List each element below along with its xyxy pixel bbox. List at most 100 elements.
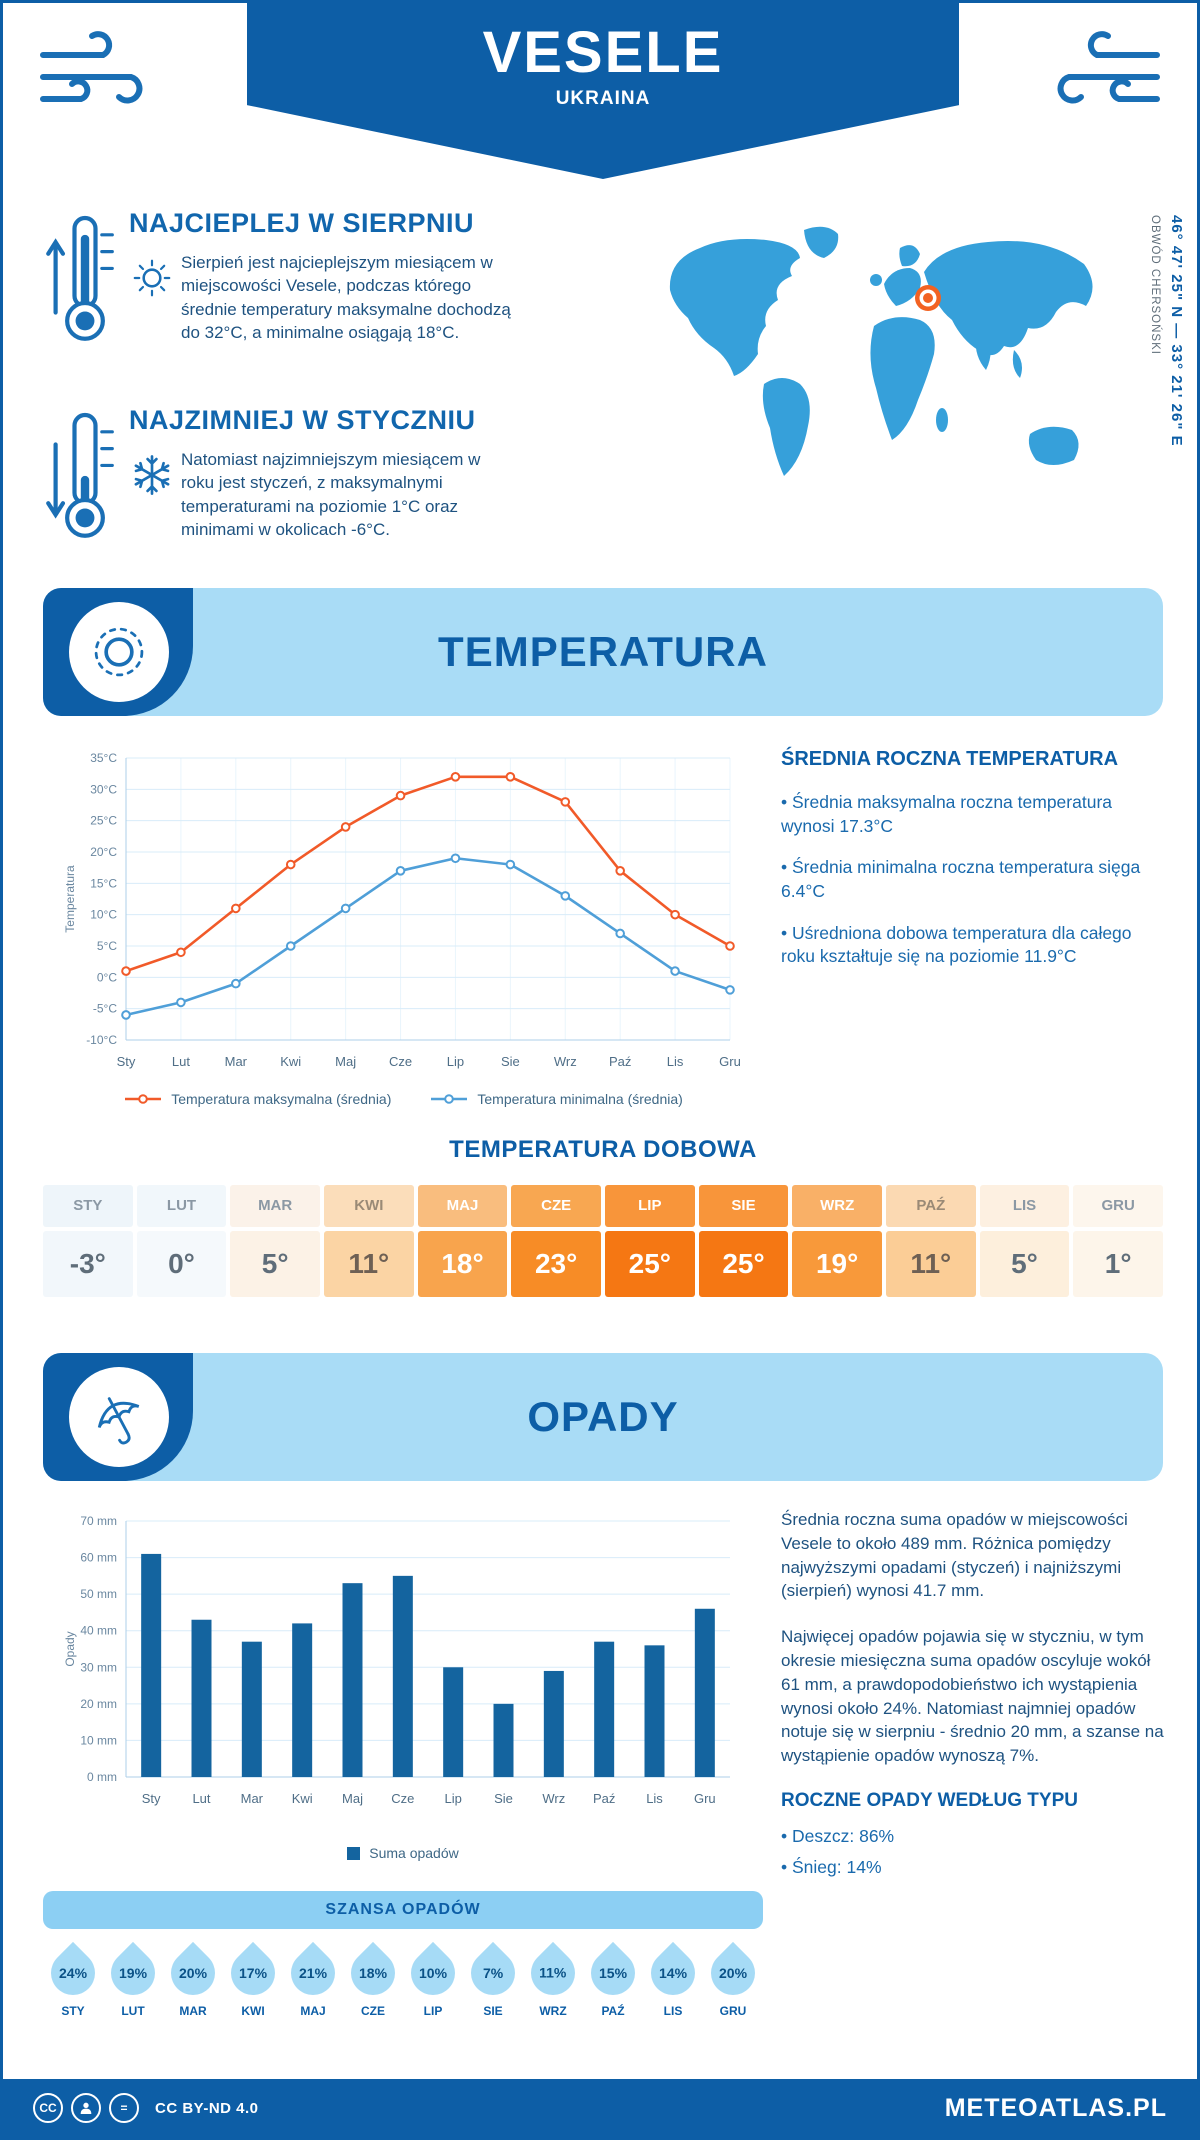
legend-label: Temperatura maksymalna (średnia) — [171, 1091, 392, 1107]
chance-month-label: LUT — [121, 2004, 145, 2018]
daily-temp-month-header: MAJ — [417, 1185, 508, 1227]
coldest-month-text: Natomiast najzimniejszym miesiącem w rok… — [181, 450, 481, 540]
daily-temp-value-cell: 11° — [323, 1231, 414, 1297]
svg-text:Wrz: Wrz — [554, 1054, 577, 1069]
daily-temp-value-cell: 5° — [230, 1231, 320, 1297]
precipitation-chance-item: 7% SIE — [461, 1941, 525, 2018]
warmest-month-block: NAJCIEPLEJ W SIERPNIU Sierpień jest najc… — [43, 208, 618, 358]
svg-text:-10°C: -10°C — [86, 1033, 117, 1047]
svg-text:-5°C: -5°C — [93, 1002, 117, 1016]
svg-text:5°C: 5°C — [97, 939, 117, 953]
svg-text:Lut: Lut — [172, 1054, 190, 1069]
svg-text:Opady: Opady — [63, 1631, 77, 1666]
svg-text:15°C: 15°C — [90, 876, 117, 890]
coordinates-text: 46° 47' 25" N — 33° 21' 26" E — [1168, 215, 1185, 447]
svg-text:20 mm: 20 mm — [80, 1697, 117, 1711]
svg-text:Maj: Maj — [335, 1054, 356, 1069]
coldest-month-block: NAJZIMNIEJ W STYCZNIU Natomiast najzimni… — [43, 405, 618, 555]
chance-percentage: 11% — [539, 1965, 567, 1981]
daily-temp-month-header: PAŹ — [885, 1185, 976, 1227]
precipitation-chance-item: 20% MAR — [161, 1941, 225, 2018]
thermometer-hot-icon — [43, 208, 129, 358]
svg-text:Cze: Cze — [391, 1791, 414, 1806]
svg-text:Lip: Lip — [444, 1791, 461, 1806]
daily-temperature-table: STY LUT MAR KWI MAJ CZE LIP SIE WRZ PAŹ LIS GRU -3° 0… — [43, 1185, 1163, 1297]
precipitation-type-block: ROCZNE OPADY WEDŁUG TYPU Deszcz: 86% Śnie… — [781, 1790, 1173, 1878]
temperature-section-banner: TEMPERATURA — [43, 588, 1163, 716]
legend-line-icon — [431, 1094, 468, 1104]
daily-temp-value-cell: 25° — [698, 1231, 789, 1297]
wind-icon — [31, 25, 166, 120]
legend-square-icon — [347, 1846, 361, 1860]
chance-percentage: 14% — [658, 1965, 688, 1981]
chance-percentage: 21% — [298, 1965, 328, 1981]
license-text: CC BY-ND 4.0 — [155, 2099, 259, 2117]
precipitation-text-panel: Średnia roczna suma opadów w miejscowośc… — [781, 1508, 1173, 1888]
cc-nd-icon: = — [109, 2093, 139, 2123]
daily-temp-value-cell: 19° — [792, 1231, 882, 1297]
precipitation-chance-item: 10% LIP — [401, 1941, 465, 2018]
svg-text:25°C: 25°C — [90, 814, 117, 828]
legend-item: Temperatura minimalna (średnia) — [429, 1091, 683, 1107]
annual-temperature-bullets: Średnia maksymalna roczna temperatura wy… — [781, 791, 1165, 969]
raindrop-icon: 20% — [161, 1941, 225, 2005]
chance-month-label: SIE — [483, 2004, 503, 2018]
svg-text:0 mm: 0 mm — [87, 1770, 117, 1784]
annual-temperature-bullet: Średnia maksymalna roczna temperatura wy… — [781, 791, 1165, 838]
wind-icon — [1034, 25, 1169, 120]
warmest-month-heading: NAJCIEPLEJ W SIERPNIU — [129, 208, 475, 238]
svg-text:Cze: Cze — [389, 1054, 412, 1069]
svg-text:Paź: Paź — [609, 1054, 631, 1069]
daily-temp-month-header: WRZ — [792, 1185, 882, 1227]
svg-text:Temperatura: Temperatura — [63, 865, 77, 933]
precipitation-chance-item: 19% LUT — [101, 1941, 165, 2018]
svg-text:40 mm: 40 mm — [80, 1624, 117, 1638]
precipitation-section-title: OPADY — [527, 1393, 679, 1440]
annual-temperature-bullet: Średnia minimalna roczna temperatura się… — [781, 856, 1165, 903]
raindrop-icon: 7% — [461, 1941, 525, 2005]
svg-text:Gru: Gru — [719, 1054, 741, 1069]
raindrop-icon: 18% — [341, 1941, 405, 2005]
raindrop-icon: 15% — [581, 1941, 645, 2005]
svg-text:Kwi: Kwi — [280, 1054, 301, 1069]
svg-text:Mar: Mar — [241, 1791, 264, 1806]
precipitation-type-bullets: Deszcz: 86% Śnieg: 14% — [781, 1826, 1173, 1878]
brand-text: METEOATLAS.PL — [944, 2093, 1167, 2122]
temperature-section-title: TEMPERATURA — [438, 628, 768, 675]
coldest-month-heading: NAJZIMNIEJ W STYCZNIU — [129, 405, 476, 435]
precipitation-chance-row: 24% STY 19% LUT 20% MAR 17% KWI 21% MAJ 18% CZE 10% L… — [41, 1941, 765, 2018]
annual-temperature-heading: ŚREDNIA ROCZNA TEMPERATURA — [781, 748, 1119, 770]
daily-temp-month-header: GRU — [1073, 1185, 1163, 1227]
svg-text:30 mm: 30 mm — [80, 1660, 117, 1674]
daily-temp-value-cell: 25° — [604, 1231, 695, 1297]
svg-text:50 mm: 50 mm — [80, 1587, 117, 1601]
precipitation-type-heading: ROCZNE OPADY WEDŁUG TYPU — [781, 1789, 1078, 1811]
region-text: OBWÓD CHERSOŃSKI — [1149, 215, 1161, 355]
chance-percentage: 10% — [418, 1965, 448, 1981]
chance-month-label: LIP — [423, 2004, 443, 2018]
daily-temp-value-cell: 18° — [417, 1231, 508, 1297]
precipitation-chance-item: 15% PAŹ — [581, 1941, 645, 2018]
svg-text:Maj: Maj — [342, 1791, 363, 1806]
header-banner: VESELE UKRAINA — [247, 3, 959, 179]
daily-temp-value-cell: 1° — [1073, 1231, 1163, 1297]
temperature-chart: -10°C -5°C 0°C 5°C 10°C 15°C 20°C 25°C 30°C 35°C S… — [58, 738, 748, 1098]
precipitation-chance-item: 17% KWI — [221, 1941, 285, 2018]
precipitation-chance-item: 11% WRZ — [521, 1941, 585, 2018]
cc-by-person-icon — [71, 2093, 101, 2123]
daily-temp-value-cell: 0° — [136, 1231, 227, 1297]
chance-month-label: CZE — [361, 2004, 385, 2018]
legend-line-icon — [125, 1094, 162, 1104]
daily-temp-month-header: KWI — [323, 1185, 414, 1227]
precipitation-chance-banner: SZANSA OPADÓW — [43, 1891, 763, 1929]
chance-month-label: STY — [61, 2004, 85, 2018]
precipitation-chart: 0 mm 10 mm 20 mm 30 mm 40 mm 50 mm 60 mm 70 mm S… — [58, 1505, 748, 1835]
raindrop-icon: 20% — [701, 1941, 765, 2005]
chance-percentage: 20% — [178, 1965, 208, 1981]
svg-text:Sty: Sty — [117, 1054, 136, 1069]
chance-month-label: PAŹ — [601, 2004, 625, 2018]
chance-month-label: MAJ — [300, 2004, 326, 2018]
svg-text:70 mm: 70 mm — [80, 1514, 117, 1528]
precipitation-bar-chart-svg: 0 mm 10 mm 20 mm 30 mm 40 mm 50 mm 60 mm 70 mm S… — [63, 1514, 730, 1806]
annual-temperature-bullet: Uśredniona dobowa temperatura dla całego… — [781, 922, 1165, 969]
